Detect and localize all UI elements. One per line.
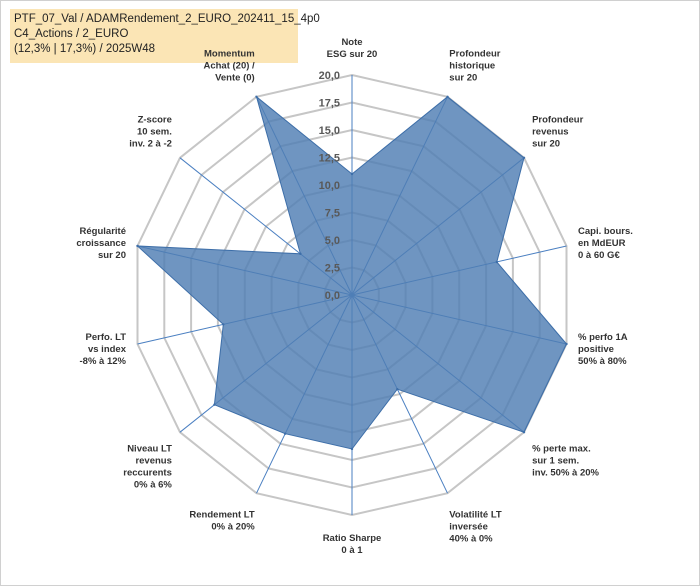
series-point-11 bbox=[136, 244, 139, 248]
axis-label-11: Régularité croissance sur 20 bbox=[76, 226, 126, 261]
series-point-6 bbox=[396, 388, 399, 391]
series-point-3 bbox=[495, 260, 498, 264]
series-point-12 bbox=[299, 252, 302, 255]
axis-label-2: Profondeur revenus sur 20 bbox=[532, 115, 583, 150]
series-point-7 bbox=[350, 447, 354, 451]
tick-label-0: 0,0 bbox=[325, 290, 340, 302]
title-line-3: (12,3% | 17,3%) / 2025W48 bbox=[14, 43, 156, 55]
series-point-13 bbox=[255, 95, 258, 99]
series-layer bbox=[136, 95, 568, 451]
axis-label-0: Note ESG sur 20 bbox=[327, 37, 378, 60]
series-point-1 bbox=[446, 95, 449, 99]
tick-label-6: 15,0 bbox=[319, 125, 340, 137]
series-point-8 bbox=[284, 432, 287, 435]
axis-label-13: Momentum Achat (20) / Vente (0) bbox=[203, 49, 255, 84]
axis-label-6: Volatilité LT inversée 40% à 0% bbox=[449, 509, 502, 544]
axis-label-9: Niveau LT revenus reccurents 0% à 6% bbox=[123, 443, 172, 490]
tick-label-2: 5,0 bbox=[325, 235, 340, 247]
series-point-5 bbox=[522, 431, 526, 434]
tick-layer: 0,0 2,5 5,0 7,5 10,0 12,5 15,0 17,5 20,0 bbox=[319, 70, 340, 302]
series-point-0 bbox=[350, 172, 354, 176]
axis-label-4: % perfo 1A positive 50% à 80% bbox=[578, 332, 628, 367]
axis-label-7: Ratio Sharpe 0 à 1 bbox=[323, 533, 382, 556]
chart-title-box: PTF_07_Val / ADAMRendement_2_EURO_202411… bbox=[10, 9, 320, 63]
tick-label-7: 17,5 bbox=[319, 98, 340, 110]
tick-label-3: 7,5 bbox=[325, 208, 340, 220]
title-line-2: C4_Actions / 2_EURO bbox=[14, 28, 129, 40]
series-point-4 bbox=[565, 342, 568, 346]
series-point-2 bbox=[522, 156, 526, 159]
tick-label-8: 20,0 bbox=[319, 70, 340, 82]
axis-label-12: Z-score 10 sem. inv. 2 à -2 bbox=[129, 115, 172, 150]
axis-label-3: Capi. bours. en MdEUR 0 à 60 G€ bbox=[578, 226, 633, 261]
tick-label-5: 12,5 bbox=[319, 153, 340, 165]
series-point-10 bbox=[222, 323, 225, 326]
axis-label-8: Rendement LT 0% à 20% bbox=[189, 509, 255, 532]
axis-label-10: Perfo. LT vs index -8% à 12% bbox=[80, 332, 127, 367]
tick-label-1: 2,5 bbox=[325, 263, 340, 275]
axis-label-5: % perte max. sur 1 sem. inv. 50% à 20% bbox=[532, 443, 599, 478]
series-point-9 bbox=[213, 403, 216, 406]
label-layer: Note ESG sur 20 Profondeur historique sur 20… bbox=[76, 37, 633, 556]
tick-label-4: 10,0 bbox=[319, 180, 340, 192]
title-line-1: PTF_07_Val / ADAMRendement_2_EURO_202411… bbox=[14, 13, 320, 25]
axis-label-1: Profondeur historique sur 20 bbox=[449, 49, 500, 84]
